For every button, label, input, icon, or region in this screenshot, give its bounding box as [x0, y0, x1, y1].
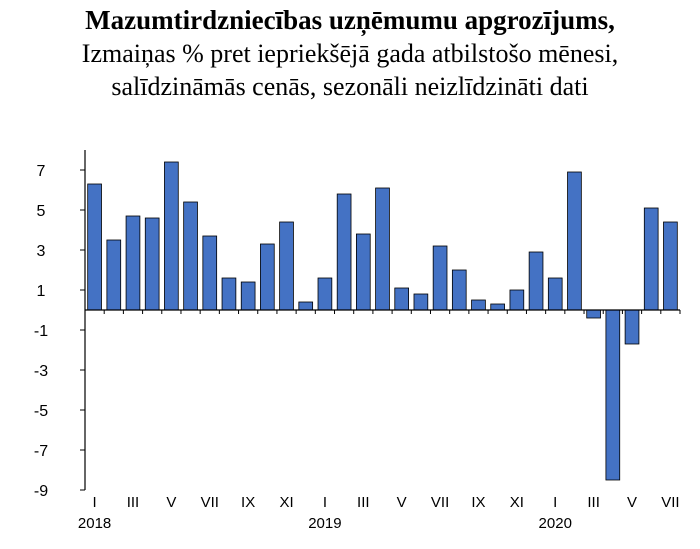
x-tick-label: IX	[471, 494, 485, 511]
x-tick-label: VII	[661, 494, 679, 511]
x-tick-label: V	[627, 494, 637, 511]
x-tick-label: I	[323, 494, 327, 511]
x-tick-label: VII	[201, 494, 219, 511]
x-tick-label: III	[357, 494, 370, 511]
bar-11	[298, 301, 314, 311]
bar-17	[413, 293, 429, 311]
y-tick-label: -3	[34, 363, 48, 380]
chart-title-block: Mazumtirdzniecības uzņēmumu apgrozījums,…	[0, 4, 700, 103]
axes	[80, 150, 681, 491]
bar-8	[240, 281, 256, 311]
year-label: 2019	[308, 515, 341, 532]
chart-subtitle-line-2: salīdzināmās cenās, sezonāli neizlīdzinā…	[111, 72, 589, 101]
bar-18	[432, 245, 448, 311]
bar-25	[567, 171, 582, 311]
x-tick-label: I	[553, 494, 557, 511]
bar-9	[260, 243, 275, 311]
y-tick-label: -5	[34, 403, 48, 420]
bar-15	[375, 187, 390, 311]
bar-1	[106, 239, 122, 311]
bar-22	[509, 289, 525, 311]
bar-21	[490, 303, 505, 311]
bar-26	[586, 309, 601, 319]
bar-5	[183, 201, 198, 311]
bar-0	[87, 183, 102, 311]
bar-12	[317, 277, 333, 311]
bar-28	[624, 309, 640, 345]
bar-24	[547, 277, 563, 311]
x-tick-label: V	[166, 494, 176, 511]
y-tick-label: 3	[37, 243, 46, 260]
x-tick-label: I	[93, 494, 97, 511]
bar-10	[279, 221, 294, 311]
x-tick-label: XI	[510, 494, 524, 511]
x-tick-label: IX	[241, 494, 255, 511]
bar-20	[471, 299, 486, 311]
x-tick-label: V	[397, 494, 407, 511]
bar-19	[451, 269, 467, 311]
bar-6	[202, 235, 218, 311]
x-tick-label: III	[587, 494, 600, 511]
year-label: 2020	[539, 515, 572, 532]
bar-27	[605, 309, 621, 481]
bar-series	[87, 161, 678, 481]
bar-3	[144, 217, 160, 311]
y-tick-label: -7	[34, 443, 48, 460]
y-tick-label: 5	[37, 203, 46, 220]
year-label: 2018	[78, 515, 111, 532]
y-tick-label: 1	[37, 283, 46, 300]
bar-2	[125, 215, 141, 311]
bar-14	[355, 233, 371, 311]
y-tick-label: -1	[34, 323, 48, 340]
y-tick-label: 7	[37, 163, 46, 180]
bar-13	[336, 193, 352, 311]
chart-subtitle-line-1: Izmaiņas % pret iepriekšējā gada atbilst…	[81, 39, 619, 68]
bar-16	[394, 287, 409, 311]
x-tick-label: III	[127, 494, 140, 511]
bar-23	[528, 251, 544, 311]
x-tick-label: VII	[431, 494, 449, 511]
bar-29	[643, 207, 659, 311]
x-tick-label: XI	[279, 494, 293, 511]
chart-title: Mazumtirdzniecības uzņēmumu apgrozījums,	[85, 5, 615, 35]
bar-4	[164, 161, 179, 311]
bar-30	[663, 221, 678, 311]
bar-7	[221, 277, 237, 311]
y-tick-label: -9	[34, 483, 48, 500]
